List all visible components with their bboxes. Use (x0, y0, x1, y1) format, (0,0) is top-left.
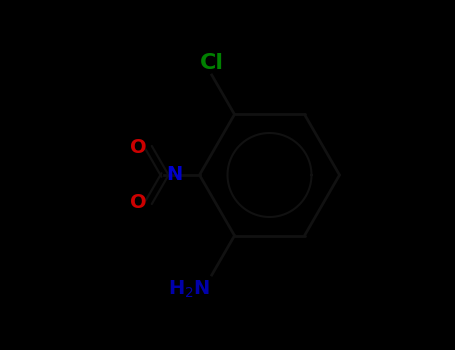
Text: H$_2$N: H$_2$N (168, 279, 210, 300)
Text: O: O (131, 193, 147, 212)
Text: O: O (131, 138, 147, 157)
Text: N: N (166, 166, 182, 184)
Text: Cl: Cl (200, 53, 224, 73)
